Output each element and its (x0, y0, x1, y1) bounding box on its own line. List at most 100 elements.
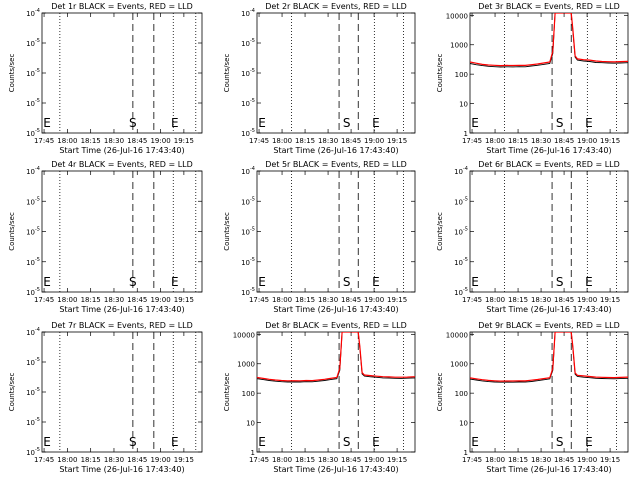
y-axis-label: Counts/sec (223, 212, 231, 251)
y-tick-base: 10 (26, 70, 35, 78)
x-tick-label: 19:15 (387, 137, 407, 145)
x-tick-label: 18:00 (485, 137, 505, 145)
y-tick-label: 10-5 (241, 287, 255, 297)
x-tick-label: 18:30 (104, 137, 124, 145)
y-tick-label: 10-4 (241, 8, 255, 18)
x-tick-label: 19:15 (600, 296, 620, 304)
y-tick-label: 10-5 (26, 128, 40, 138)
end-marker-label: E (372, 275, 380, 289)
end-marker-label: E (471, 116, 479, 130)
y-tick-exponent: -5 (250, 38, 255, 44)
y-tick-exponent: -5 (250, 287, 255, 293)
start-marker-label: S (343, 275, 351, 289)
plot-frame (256, 170, 416, 293)
detector-panel-3: Det 3r BLACK = Events, RED = LLD 1 10 100 10… (436, 2, 629, 155)
y-tick-label: 10-5 (241, 38, 255, 48)
y-tick-exponent: -5 (35, 447, 40, 453)
x-tick-label: 17:45 (249, 456, 269, 464)
y-tick-label: 10-5 (26, 447, 40, 457)
plot-frame (41, 12, 203, 134)
x-axis-label: Start Time (26-Jul-16 17:43:40) (59, 305, 184, 314)
series-line-lld (470, 332, 628, 382)
y-tick-label: 10-5 (241, 196, 255, 206)
panel-title: Det 6r BLACK = Events, RED = LLD (478, 160, 620, 169)
plot-frame (256, 331, 416, 453)
x-tick-label: 18:15 (81, 137, 101, 145)
x-tick-label: 17:45 (462, 296, 482, 304)
y-tick-base: 10 (241, 229, 250, 237)
y-tick-label: 1000 (450, 42, 468, 50)
end-marker-label: E (372, 116, 380, 130)
detector-panel-9: Det 9r BLACK = Events, RED = LLD 1 10 100 10… (436, 321, 629, 474)
x-tick-label: 18:15 (508, 296, 528, 304)
detector-panel-5: Det 5r BLACK = Events, RED = LLD10-510-5… (223, 160, 416, 314)
x-tick-label: 18:00 (57, 296, 77, 304)
x-tick-label: 19:15 (387, 296, 407, 304)
y-tick-label: 10-4 (454, 166, 468, 176)
y-tick-exponent: -5 (463, 257, 468, 263)
x-axis-label: Start Time (26-Jul-16 17:43:40) (273, 465, 398, 474)
series-line-events (470, 332, 628, 383)
y-tick-base: 10 (26, 359, 35, 367)
x-tick-label: 18:00 (485, 296, 505, 304)
x-tick-label: 17:45 (34, 456, 54, 464)
y-tick-label: 1000 (237, 361, 255, 369)
y-tick-exponent: -4 (250, 8, 255, 14)
x-tick-label: 19:00 (577, 296, 597, 304)
y-tick-label: 1 (464, 130, 468, 138)
x-axis-label: Start Time (26-Jul-16 17:43:40) (273, 146, 398, 155)
x-tick-label: 18:30 (318, 456, 338, 464)
panel-title: Det 3r BLACK = Events, RED = LLD (478, 2, 620, 11)
panel-title: Det 2r BLACK = Events, RED = LLD (265, 2, 407, 11)
y-tick-label: 10-5 (26, 227, 40, 237)
y-tick-base: 10 (26, 10, 35, 18)
y-axis-label: Counts/sec (8, 373, 16, 412)
y-tick-label: 10-5 (241, 257, 255, 267)
y-tick-label: 10-4 (26, 327, 40, 337)
end-marker-label: E (258, 435, 266, 449)
y-tick-exponent: -5 (463, 196, 468, 202)
y-tick-label: 10000 (446, 331, 468, 339)
x-tick-label: 18:30 (318, 137, 338, 145)
y-tick-exponent: -5 (35, 98, 40, 104)
series-line-lld (470, 13, 628, 67)
start-marker-label: S (129, 275, 137, 289)
detector-panel-1: Det 1r BLACK = Events, RED = LLD10-510-5… (8, 2, 203, 155)
x-tick-label: 18:30 (318, 296, 338, 304)
end-marker-label: E (471, 435, 479, 449)
x-tick-label: 17:45 (34, 137, 54, 145)
x-tick-label: 18:00 (57, 137, 77, 145)
y-tick-base: 10 (26, 40, 35, 48)
start-marker-label: S (556, 116, 564, 130)
y-tick-base: 10 (241, 168, 250, 176)
x-tick-label: 18:45 (554, 296, 574, 304)
start-marker-label: S (129, 435, 137, 449)
y-tick-exponent: -5 (35, 387, 40, 393)
series-group (257, 332, 415, 383)
x-tick-label: 18:15 (508, 456, 528, 464)
y-tick-label: 10-5 (26, 68, 40, 78)
y-tick-exponent: -4 (250, 166, 255, 172)
start-marker-label: S (556, 275, 564, 289)
x-tick-label: 17:45 (249, 296, 269, 304)
end-marker-label: E (43, 116, 51, 130)
x-tick-label: 19:15 (174, 456, 194, 464)
x-tick-label: 18:00 (57, 456, 77, 464)
x-tick-label: 17:45 (462, 456, 482, 464)
start-marker-label: S (556, 435, 564, 449)
x-tick-label: 19:00 (364, 296, 384, 304)
plot-frame (469, 170, 629, 293)
y-tick-label: 10-4 (26, 166, 40, 176)
y-tick-base: 10 (241, 10, 250, 18)
end-marker-label: E (471, 275, 479, 289)
detector-panel-4: Det 4r BLACK = Events, RED = LLD10-510-5… (8, 160, 203, 314)
y-tick-label: 10-5 (241, 227, 255, 237)
y-tick-label: 10-5 (26, 38, 40, 48)
y-tick-base: 10 (454, 289, 463, 297)
x-axis-label: Start Time (26-Jul-16 17:43:40) (59, 465, 184, 474)
y-axis-label: Counts/sec (223, 373, 231, 412)
y-axis-label: Counts/sec (436, 54, 444, 93)
end-marker-label: E (585, 116, 593, 130)
y-tick-exponent: -4 (35, 327, 40, 333)
x-tick-label: 19:15 (600, 456, 620, 464)
